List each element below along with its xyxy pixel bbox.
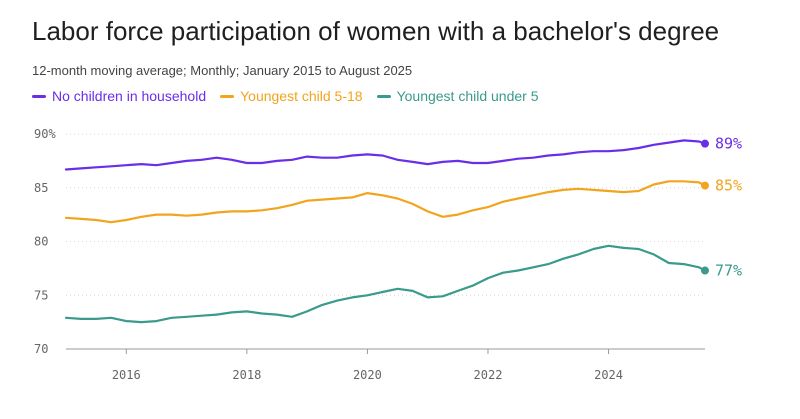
chart-title: Labor force participation of women with … xyxy=(32,16,720,46)
legend-label-child-under-5: Youngest child under 5 xyxy=(396,88,539,104)
x-tick-label: 2024 xyxy=(594,368,623,382)
chart-legend: No children in household Youngest child … xyxy=(32,88,539,104)
series-end-dot-child-under-5 xyxy=(701,266,709,275)
legend-label-child-5-18: Youngest child 5-18 xyxy=(240,88,363,104)
legend-item-child-5-18: Youngest child 5-18 xyxy=(220,88,363,104)
legend-label-no-children: No children in household xyxy=(52,88,207,104)
series-end-dot-child-5-18 xyxy=(701,181,709,190)
series-end-dot-no-children xyxy=(701,139,709,148)
x-tick-label: 2022 xyxy=(474,368,503,382)
legend-swatch-no-children xyxy=(32,94,46,98)
y-tick-label: 90% xyxy=(34,127,56,141)
legend-item-child-under-5: Youngest child under 5 xyxy=(376,88,539,104)
chart-subtitle: 12-month moving average; Monthly; Januar… xyxy=(32,63,413,78)
series-line-child-under-5 xyxy=(64,244,707,324)
series-end-label-child-5-18: 85% xyxy=(715,177,742,195)
legend-item-no-children: No children in household xyxy=(32,88,206,104)
x-tick-label: 2018 xyxy=(232,368,261,382)
legend-swatch-child-5-18 xyxy=(220,94,235,98)
legend-swatch-child-under-5 xyxy=(376,94,391,98)
y-tick-label: 75 xyxy=(34,288,48,302)
y-tick-label: 70 xyxy=(34,342,48,356)
y-tick-label: 80 xyxy=(34,235,48,249)
series-end-label-no-children: 89% xyxy=(715,135,742,153)
x-tick-label: 2016 xyxy=(112,368,141,382)
y-tick-label: 85 xyxy=(34,181,48,195)
x-tick-label: 2020 xyxy=(353,368,382,382)
series-end-label-child-under-5: 77% xyxy=(715,262,742,280)
series-line-no-children xyxy=(64,139,707,171)
series-line-child-5-18 xyxy=(64,180,707,224)
